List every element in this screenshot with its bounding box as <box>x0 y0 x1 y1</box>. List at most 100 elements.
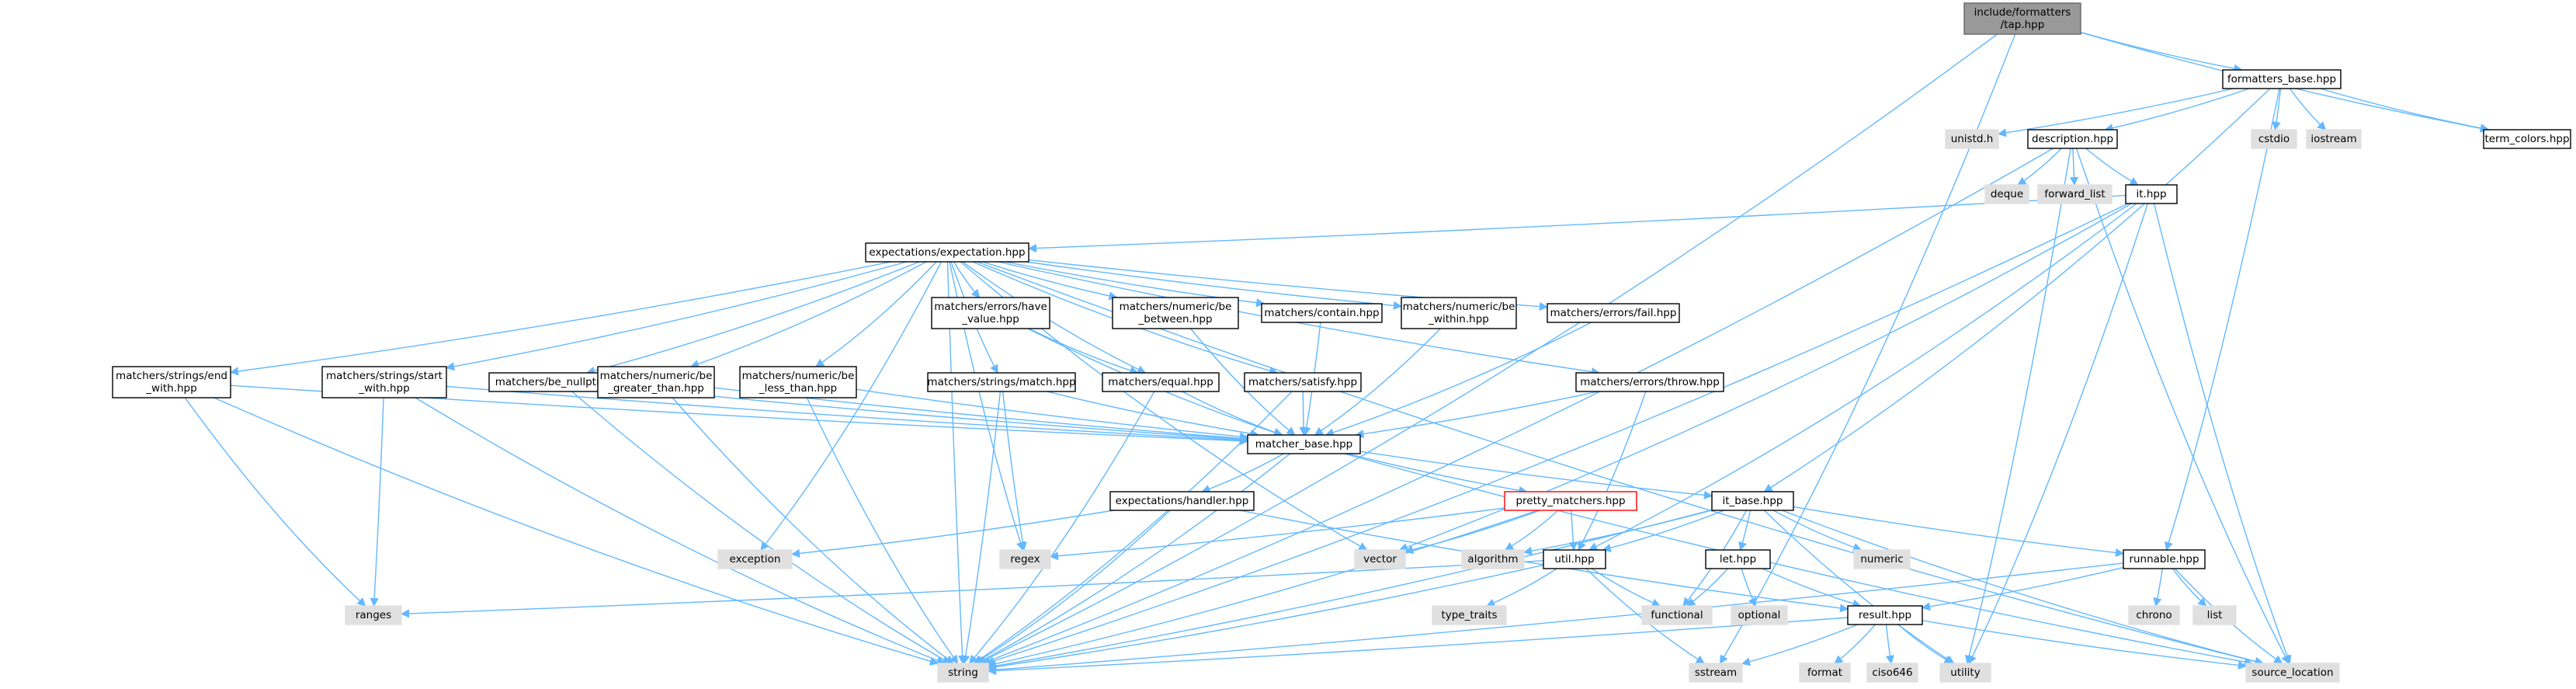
node-ciso646: ciso646 <box>1866 663 1918 683</box>
node-box <box>865 242 1029 263</box>
node-matcher-base[interactable]: matcher_base.hpp <box>1247 434 1361 454</box>
node-box <box>1689 663 1743 683</box>
edge-description-to-it <box>2085 148 2139 186</box>
node-label: util.hpp <box>1554 553 1594 565</box>
node-fail[interactable]: matchers/errors/fail.hpp <box>1547 303 1680 323</box>
node-label: matchers/errors/fail.hpp <box>1550 307 1677 319</box>
edge-description-to-string <box>981 148 2054 665</box>
edge-it-to-utility <box>1968 203 2148 665</box>
node-box <box>2251 129 2297 149</box>
node-ranges: ranges <box>345 605 402 625</box>
node-satisfy[interactable]: matchers/satisfy.hpp <box>1244 372 1362 392</box>
node-box <box>1939 663 1991 683</box>
node-description[interactable]: description.hpp <box>2027 129 2118 149</box>
node-functional: functional <box>1641 605 1713 625</box>
node-label: sstream <box>1695 666 1737 679</box>
node-label: matcher_base.hpp <box>1255 438 1352 451</box>
node-label: matchers/strings/end <box>116 370 227 382</box>
node-start-with[interactable]: matchers/strings/start_with.hpp <box>321 366 447 398</box>
node-util[interactable]: util.hpp <box>1543 549 1606 569</box>
node-label: source_location <box>2251 666 2333 679</box>
node-it-base[interactable]: it_base.hpp <box>1711 491 1794 511</box>
node-label: utility <box>1950 666 1980 679</box>
node-label: string <box>948 666 978 679</box>
node-vector: vector <box>1354 549 1406 569</box>
edge-formatters_base-to-it_base <box>1763 88 2271 492</box>
edge-be_less-to-matcher_base <box>856 388 1249 441</box>
node-label: _greater_than.hpp <box>607 382 704 395</box>
edge-pretty_matchers-to-algorithm <box>1505 510 1559 551</box>
node-box <box>1102 372 1220 392</box>
edge-expectation-to-be_greater <box>689 261 927 368</box>
node-box <box>999 549 1051 569</box>
node-label: _less_than.hpp <box>759 382 837 395</box>
edge-it-to-source_location <box>2153 203 2292 665</box>
edge-expectation-to-be_within <box>1026 261 1403 310</box>
edge-expectation-to-end_with <box>229 261 892 376</box>
node-box <box>1705 549 1771 569</box>
node-sstream: sstream <box>1689 663 1743 683</box>
node-label: result.hpp <box>1859 609 1911 621</box>
node-have-value[interactable]: matchers/errors/have_value.hpp <box>931 297 1050 329</box>
node-throw[interactable]: matchers/errors/throw.hpp <box>1575 372 1724 392</box>
node-tap[interactable]: include/formatters/tap.hpp <box>1963 2 2081 35</box>
node-unistd: unistd.h <box>1945 129 1999 149</box>
node-it[interactable]: it.hpp <box>2125 184 2178 204</box>
node-box <box>1575 372 1724 392</box>
node-box <box>1543 549 1606 569</box>
node-runnable[interactable]: runnable.hpp <box>2123 549 2206 569</box>
edge-it_base-to-runnable <box>1793 506 2125 558</box>
edge-it_base-to-let <box>1738 510 1751 552</box>
node-label: algorithm <box>1467 553 1518 565</box>
edge-description-to-deque <box>2017 148 2062 186</box>
edge-start_with-to-ranges <box>370 397 384 607</box>
edge-match-to-matcher_base <box>1047 391 1260 438</box>
edge-result-to-utility <box>1897 624 1953 664</box>
node-label: include/formatters <box>1974 6 2071 19</box>
node-label: type_traits <box>1441 609 1497 621</box>
edge-match-to-string <box>961 391 1002 665</box>
node-let[interactable]: let.hpp <box>1705 549 1771 569</box>
edge-expectation-to-have_value <box>953 261 981 298</box>
node-label: it_base.hpp <box>1723 495 1783 507</box>
node-expectation[interactable]: expectations/expectation.hpp <box>865 242 1029 263</box>
node-pretty-matchers[interactable]: pretty_matchers.hpp <box>1504 491 1637 511</box>
edge-result-to-string <box>987 617 1849 676</box>
node-label: matchers/be_nullptr.hpp <box>495 376 623 388</box>
edge-it_base-to-util <box>1602 510 1725 552</box>
node-be-less[interactable]: matchers/numeric/be_less_than.hpp <box>739 366 857 398</box>
node-term-colors[interactable]: term_colors.hpp <box>2483 129 2571 149</box>
node-box <box>1641 605 1713 625</box>
edge-description-to-forward_list <box>2069 148 2079 186</box>
node-be-within[interactable]: matchers/numeric/be_within.hpp <box>1401 297 1517 329</box>
node-be-greater[interactable]: matchers/numeric/be_greater_than.hpp <box>597 366 715 398</box>
edge-matcher_base-to-handler <box>1201 453 1285 493</box>
node-end-with[interactable]: matchers/strings/end_with.hpp <box>112 366 231 398</box>
node-formatters-base[interactable]: formatters_base.hpp <box>2222 69 2342 89</box>
node-label: matchers/errors/throw.hpp <box>1580 376 1720 388</box>
node-label: _with.hpp <box>358 382 409 395</box>
edge-it_base-to-string <box>987 509 1713 670</box>
node-equal[interactable]: matchers/equal.hpp <box>1102 372 1220 392</box>
edge-it_base-to-source_location <box>1782 510 2265 666</box>
edge-have_value-to-equal <box>1028 328 1139 375</box>
node-match[interactable]: matchers/strings/match.hpp <box>927 372 1076 392</box>
node-contain[interactable]: matchers/contain.hpp <box>1261 303 1383 323</box>
edge-it-to-util <box>1588 203 2137 551</box>
node-box <box>1984 184 2029 204</box>
node-list: list <box>2192 605 2237 625</box>
node-label: formatters_base.hpp <box>2227 73 2336 85</box>
node-box <box>2192 605 2237 625</box>
node-label: matchers/strings/match.hpp <box>927 376 1075 388</box>
edge-let-to-optional <box>1741 568 1757 607</box>
edge-equal-to-string <box>968 391 1155 664</box>
node-box <box>1504 491 1637 511</box>
node-result[interactable]: result.hpp <box>1847 605 1923 625</box>
node-label: expectations/handler.hpp <box>1116 495 1249 507</box>
node-handler[interactable]: expectations/handler.hpp <box>1109 491 1255 511</box>
node-box <box>1112 297 1239 329</box>
node-regex: regex <box>999 549 1051 569</box>
edge-formatters_base-to-cstdio <box>2272 88 2282 131</box>
node-be-between[interactable]: matchers/numeric/be_between.hpp <box>1112 297 1239 329</box>
node-deque: deque <box>1984 184 2029 204</box>
